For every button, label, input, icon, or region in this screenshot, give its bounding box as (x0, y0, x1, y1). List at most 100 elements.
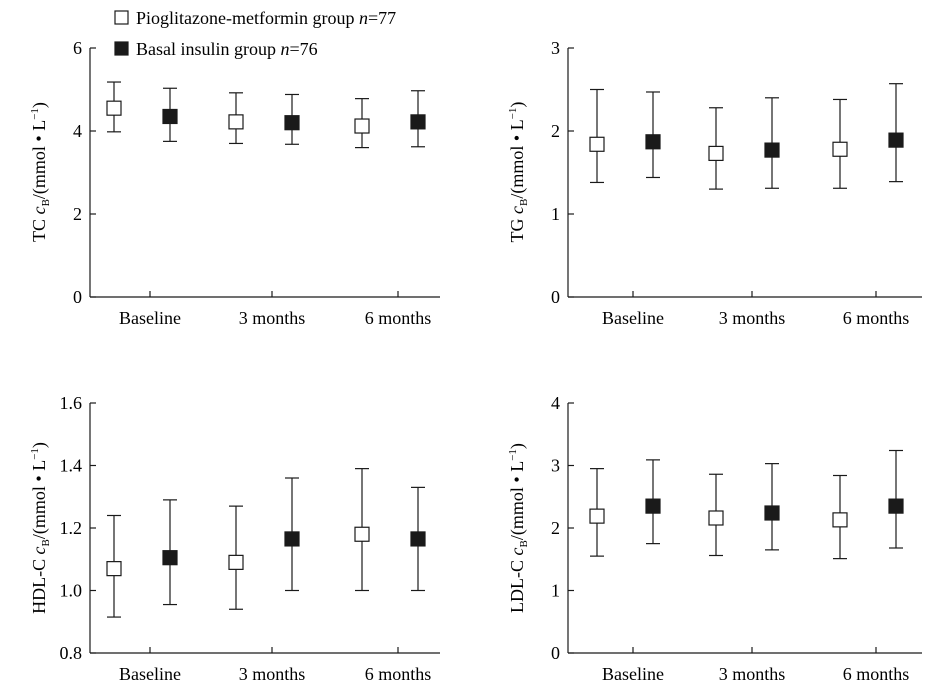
y-axis-label-part: LDL-C (507, 555, 527, 613)
y-axis-label-part: B (518, 199, 530, 206)
y-axis-label-part: −1 (29, 108, 41, 120)
legend-label-basal-insulin: Basal insulin group (136, 39, 276, 59)
data-point-basal-insulin (645, 134, 661, 150)
x-tick-label: 3 months (719, 664, 786, 682)
y-axis-label-part: ) (29, 442, 50, 448)
y-tick-label: 0 (73, 287, 82, 307)
y-tick-label: 4 (73, 121, 82, 141)
svg-text:Pioglitazone-metformin group n: Pioglitazone-metformin group n=77 (136, 8, 396, 28)
data-point-pioglitazone (354, 526, 370, 542)
y-tick-label: 2 (551, 518, 560, 538)
y-axis-label-part: HDL-C (29, 554, 49, 614)
legend-n-var-pioglitazone: n (359, 8, 368, 28)
x-tick-label: Baseline (602, 308, 664, 328)
legend-label-pioglitazone: Pioglitazone-metformin group (136, 8, 354, 28)
y-tick-label: 2 (73, 204, 82, 224)
data-point-basal-insulin (764, 505, 780, 521)
legend-n-var-basal-insulin: n (281, 39, 290, 59)
svg-text:Basal insulin group n=76: Basal insulin group n=76 (136, 39, 318, 59)
y-tick-label: 1.2 (60, 518, 83, 538)
y-axis-label-part: /(mmol • L (507, 119, 528, 198)
y-tick-label: 0.8 (60, 643, 83, 663)
panel-ldl: 0 1 2 3 4 Baseline 3 months 6 months LDL-C cB/(m… (507, 393, 922, 682)
x-tick-label: 6 months (365, 664, 432, 682)
x-tick-label: Baseline (119, 664, 181, 682)
y-tick-label: 1 (551, 581, 560, 601)
y-axis-label-part: ) (507, 443, 528, 449)
data-point-basal-insulin (162, 550, 178, 566)
data-point-pioglitazone (589, 136, 605, 152)
data-point-basal-insulin (888, 498, 904, 514)
data-point-pioglitazone (832, 512, 848, 528)
y-axis-label-part: −1 (507, 108, 519, 120)
x-tick-label: Baseline (602, 664, 664, 682)
x-tick-label: 3 months (239, 308, 306, 328)
data-point-pioglitazone (708, 145, 724, 162)
x-tick-label: 6 months (365, 308, 432, 328)
legend-open-square-marker (114, 10, 129, 25)
x-tick-label: 3 months (239, 664, 306, 682)
y-tick-label: 6 (73, 38, 82, 58)
panel-hdl: 0.8 1.0 1.2 1.4 1.6 Baseline 3 months 6 months H… (29, 393, 440, 682)
y-axis-label-part: ) (29, 102, 50, 108)
y-axis-label-part: B (40, 539, 52, 546)
y-axis-label-part: /(mmol • L (507, 461, 528, 540)
data-point-pioglitazone (228, 554, 244, 570)
y-axis-label: LDL-C cB/(mmol • L−1) (507, 443, 530, 613)
data-point-pioglitazone (832, 141, 848, 157)
legend: Pioglitazone-metformin group n=77 Basal … (114, 8, 396, 59)
y-tick-label: 1.4 (60, 456, 83, 476)
legend-entry-basal-insulin: Basal insulin group n=76 (114, 39, 318, 59)
data-point-basal-insulin (410, 531, 426, 547)
data-point-basal-insulin (284, 531, 300, 547)
y-tick-label: 0 (551, 287, 560, 307)
y-axis-label-part: −1 (507, 449, 519, 461)
legend-n-value-basal-insulin: =76 (290, 39, 318, 59)
y-tick-label: 1.6 (60, 393, 83, 413)
legend-n-value-pioglitazone: =77 (368, 8, 396, 28)
x-tick-label: 6 months (843, 664, 910, 682)
y-axis-label-part: B (40, 199, 52, 206)
y-tick-label: 3 (551, 38, 560, 58)
data-point-basal-insulin (764, 142, 780, 158)
y-tick-label: 2 (551, 121, 560, 141)
y-axis-label: HDL-C cB/(mmol • L−1) (29, 442, 52, 614)
y-tick-label: 1 (551, 204, 560, 224)
y-axis-label-part: TC (29, 214, 49, 242)
data-point-basal-insulin (162, 108, 178, 125)
y-axis-label: TC cB/(mmol • L−1) (29, 102, 52, 242)
y-axis-label-part: c (507, 206, 527, 214)
data-point-pioglitazone (106, 561, 122, 577)
legend-filled-square-marker (114, 41, 129, 56)
y-axis-label-part: /(mmol • L (29, 120, 50, 199)
panel-tc: 0 2 4 6 Baseline 3 months 6 months TC cB/(mmol … (29, 38, 440, 328)
data-point-basal-insulin (888, 132, 904, 148)
panel-tg: 0 1 2 3 Baseline 3 months 6 months TG cB/(mmol … (507, 38, 922, 328)
y-tick-label: 4 (551, 393, 560, 413)
data-point-pioglitazone (589, 508, 605, 524)
data-point-pioglitazone (228, 114, 244, 130)
data-point-pioglitazone (708, 510, 724, 526)
y-tick-label: 0 (551, 643, 560, 663)
data-point-basal-insulin (284, 115, 300, 131)
x-tick-label: Baseline (119, 308, 181, 328)
y-tick-label: 3 (551, 456, 560, 476)
y-axis-label-part: −1 (29, 448, 41, 460)
data-point-pioglitazone (106, 100, 122, 116)
y-tick-label: 1.0 (60, 581, 83, 601)
y-axis-label-part: c (507, 547, 527, 555)
data-point-basal-insulin (410, 114, 426, 130)
data-point-basal-insulin (645, 498, 661, 514)
y-axis-label: TG cB/(mmol • L−1) (507, 102, 530, 243)
data-point-pioglitazone (354, 118, 370, 134)
y-axis-label-part: /(mmol • L (29, 460, 50, 539)
y-axis-label-part: ) (507, 102, 528, 108)
x-tick-label: 6 months (843, 308, 910, 328)
x-tick-label: 3 months (719, 308, 786, 328)
y-axis-label-part: TG (507, 214, 527, 243)
y-axis-label-part: c (29, 546, 49, 554)
y-axis-label-part: B (518, 540, 530, 547)
y-axis-label-part: c (29, 206, 49, 214)
legend-entry-pioglitazone: Pioglitazone-metformin group n=77 (114, 8, 396, 28)
